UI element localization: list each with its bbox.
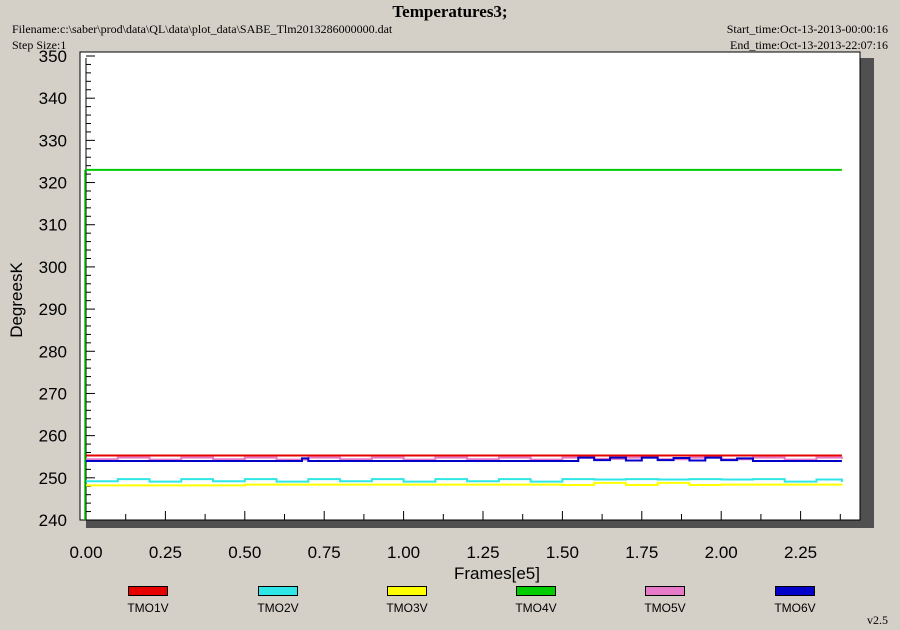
series-line-tmo6v — [86, 456, 842, 462]
x-tick-label: 0.25 — [149, 543, 182, 562]
legend-label-tmo5v: TMO5V — [644, 601, 686, 615]
legend-item-tmo6v: TMO6V — [755, 586, 835, 615]
x-tick-label: 1.25 — [466, 543, 499, 562]
y-tick-label: 240 — [39, 511, 67, 530]
version-label: v2.5 — [867, 613, 888, 627]
step-size-label: Step Size:1 — [12, 38, 67, 52]
y-tick-label: 260 — [39, 427, 67, 446]
end-time-label: End_time:Oct-13-2013-22:07:16 — [730, 38, 888, 52]
x-tick-label: 2.25 — [784, 543, 817, 562]
chart-title: Temperatures3; — [392, 2, 508, 21]
y-tick-label: 340 — [39, 89, 67, 108]
x-tick-label: 2.00 — [705, 543, 738, 562]
axis-ticks — [85, 55, 841, 521]
filename-label: Filename:c:\saber\prod\data\QL\data\plot… — [12, 22, 393, 36]
series-line-tmo2v — [86, 478, 843, 483]
legend-label-tmo3v: TMO3V — [386, 601, 428, 615]
legend-label-tmo2v: TMO2V — [257, 601, 299, 615]
x-tick-label: 1.50 — [546, 543, 579, 562]
legend-swatch-tmo6v — [775, 586, 815, 596]
y-tick-label: 250 — [39, 469, 67, 488]
legend-label-tmo4v: TMO4V — [515, 601, 557, 615]
y-tick-label: 270 — [39, 384, 67, 403]
start-time-label: Start_time:Oct-13-2013-00:00:16 — [726, 22, 888, 36]
legend-swatch-tmo2v — [258, 586, 298, 596]
series-lines — [84, 168, 843, 520]
legend-item-tmo2v: TMO2V — [238, 586, 318, 615]
x-tick-label: 1.00 — [387, 543, 420, 562]
y-tick-label: 320 — [39, 174, 67, 193]
x-tick-label: 0.75 — [308, 543, 341, 562]
y-tick-label: 310 — [39, 216, 67, 235]
tick-labels: 240 250 260 270 280 290 300 310 320 330 340 350 0.00… — [39, 47, 818, 562]
plot-background — [79, 51, 861, 521]
x-tick-label: 1.75 — [625, 543, 658, 562]
y-tick-label: 330 — [39, 131, 67, 150]
legend-swatch-tmo1v — [128, 586, 168, 596]
y-axis-label: DegreesK — [7, 262, 26, 338]
x-tick-label: 0.50 — [228, 543, 261, 562]
legend-item-tmo4v: TMO4V — [496, 586, 576, 615]
legend-swatch-tmo5v — [645, 586, 685, 596]
legend-swatch-tmo3v — [387, 586, 427, 596]
legend-label-tmo1v: TMO1V — [127, 601, 169, 615]
series-line-tmo3v — [86, 481, 843, 487]
y-tick-label: 300 — [39, 258, 67, 277]
x-tick-label: 0.00 — [69, 543, 102, 562]
y-tick-label: 350 — [39, 47, 67, 66]
legend-label-tmo6v: TMO6V — [774, 601, 816, 615]
y-tick-label: 290 — [39, 300, 67, 319]
legend-item-tmo5v: TMO5V — [625, 586, 705, 615]
legend-item-tmo3v: TMO3V — [367, 586, 447, 615]
legend-swatch-tmo4v — [516, 586, 556, 596]
x-axis-label: Frames[e5] — [454, 564, 540, 583]
y-tick-label: 280 — [39, 342, 67, 361]
legend-item-tmo1v: TMO1V — [108, 586, 188, 615]
